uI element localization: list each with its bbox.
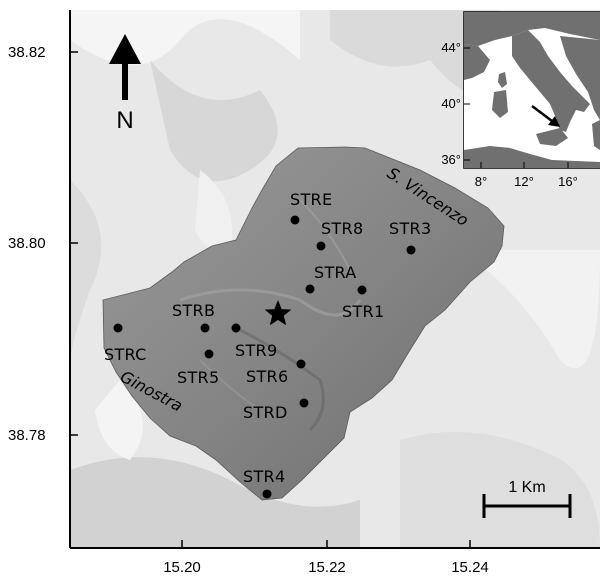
y-tick-label: 38.82 <box>8 44 46 61</box>
x-tick-label: 15.24 <box>451 559 489 576</box>
station-label-stra: STRA <box>314 263 357 282</box>
station-label-strc: STRC <box>104 345 147 364</box>
y-axis-ticks: 38.82 38.80 38.78 <box>8 44 78 444</box>
station-label-str1: STR1 <box>342 302 384 321</box>
island-shape <box>102 146 505 501</box>
y-tick-label: 38.78 <box>8 427 46 444</box>
inset-lon-label: 8° <box>475 174 487 189</box>
station-labels: STRE STR8 STR3 STRA STR1 STRB STRC STR9 … <box>104 190 431 486</box>
inset-lat-label: 44° <box>441 40 461 55</box>
station-label-str5: STR5 <box>177 368 219 387</box>
station-dot <box>406 245 416 255</box>
inset-lat-label: 36° <box>441 152 461 167</box>
station-dot <box>204 349 214 359</box>
station-label-str9: STR9 <box>235 341 277 360</box>
station-label-str3: STR3 <box>389 219 431 238</box>
scale-bar: 1 Km <box>482 479 572 518</box>
station-dot <box>231 323 241 333</box>
station-dot <box>316 241 326 251</box>
inset-map: 44° 40° 36° 8° 12° 16° <box>441 11 600 189</box>
inset-lat-label: 40° <box>441 96 461 111</box>
inset-lon-label: 12° <box>514 174 534 189</box>
station-dot <box>296 359 306 369</box>
north-label: N <box>116 107 133 134</box>
y-tick-label: 38.80 <box>8 235 46 252</box>
station-label-stre: STRE <box>290 190 332 209</box>
star-icon <box>264 300 292 326</box>
station-label-strd: STRD <box>243 403 288 422</box>
station-dot <box>299 398 309 408</box>
station-dot <box>290 215 300 225</box>
scale-bar-label: 1 Km <box>508 479 545 496</box>
inset-lon-label: 16° <box>558 174 578 189</box>
station-dot <box>305 284 315 294</box>
x-axis-ticks: 15.20 15.22 15.24 <box>163 540 489 576</box>
arrow-icon <box>531 105 560 127</box>
station-dot <box>113 323 123 333</box>
x-tick-label: 15.20 <box>163 559 201 576</box>
station-dot <box>200 323 210 333</box>
north-arrow-icon: N <box>109 34 141 134</box>
station-label-str4: STR4 <box>243 467 285 486</box>
station-label-str6: STR6 <box>246 367 288 386</box>
station-label-strb: STRB <box>172 301 215 320</box>
station-label-str8: STR8 <box>321 219 363 238</box>
x-tick-label: 15.22 <box>308 559 346 576</box>
station-dot <box>262 489 272 499</box>
station-markers <box>113 215 416 499</box>
station-dot <box>357 285 367 295</box>
